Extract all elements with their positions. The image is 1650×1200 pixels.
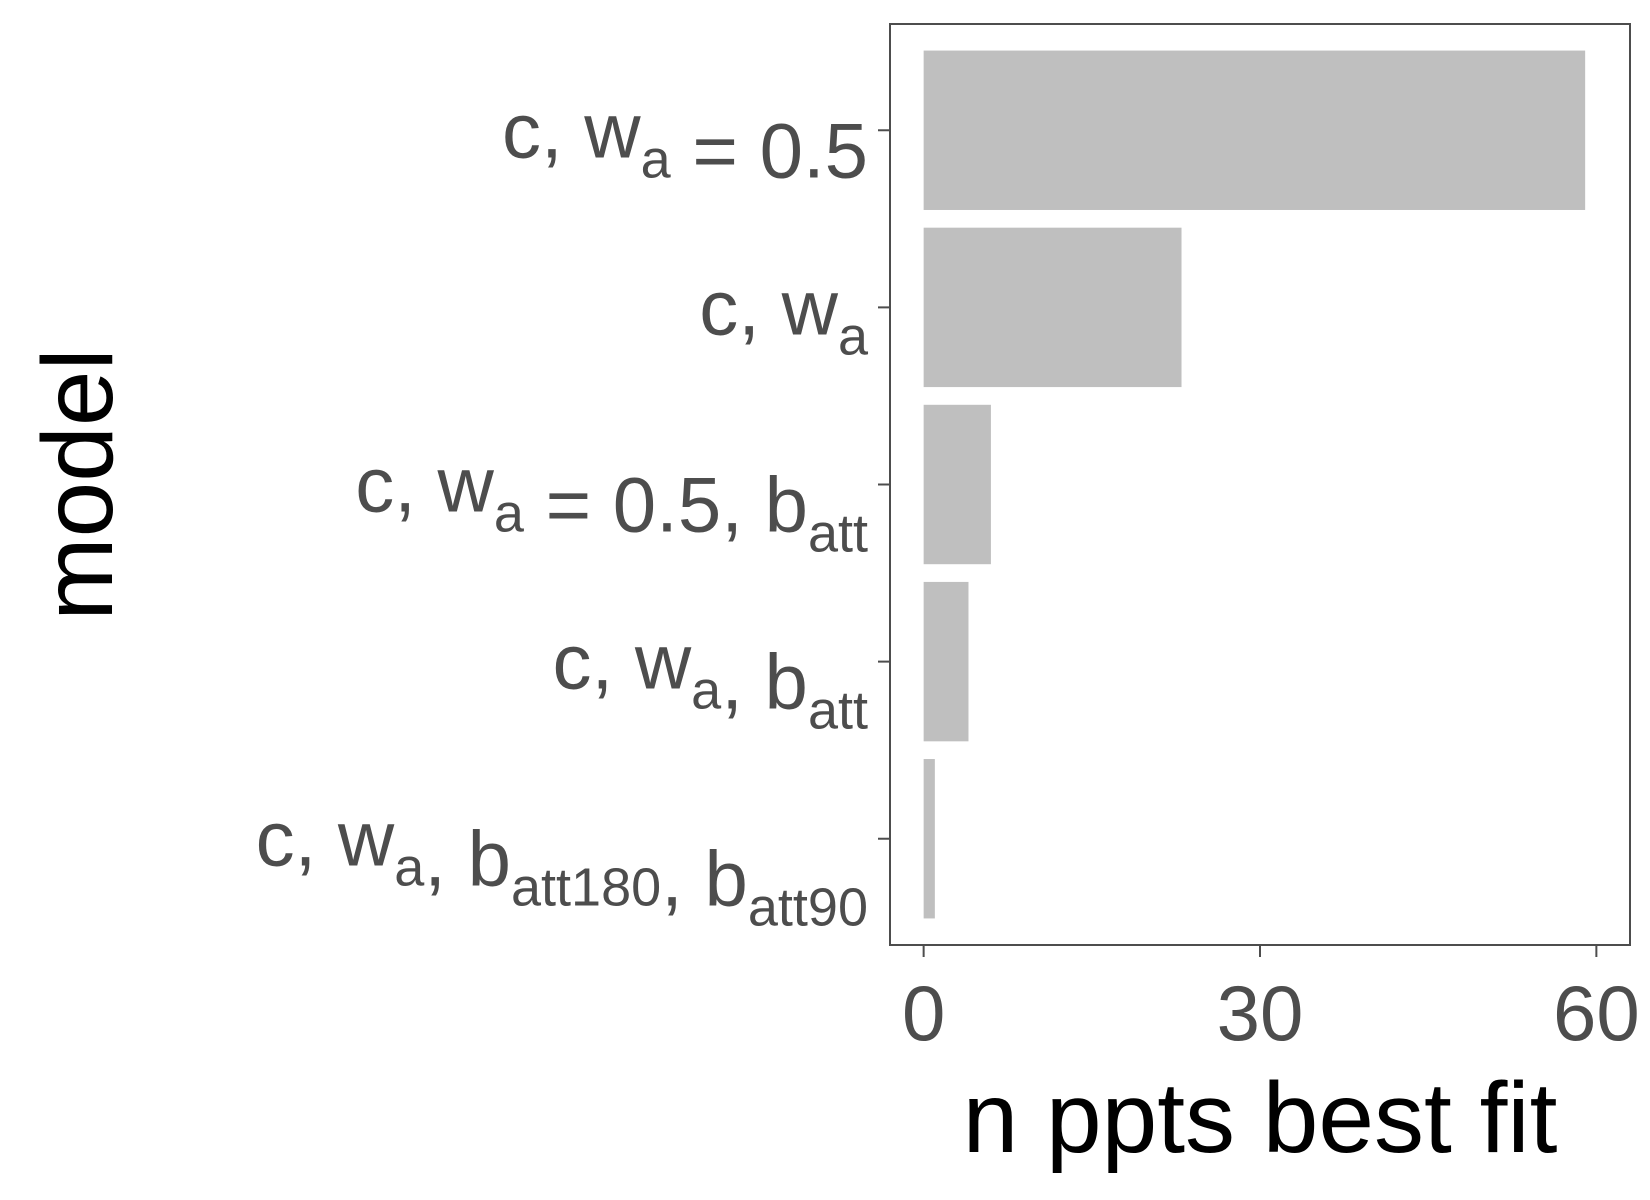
bar bbox=[923, 50, 1586, 210]
x-tick-label: 0 bbox=[902, 969, 945, 1057]
x-tick-label: 30 bbox=[1217, 969, 1304, 1057]
y-axis-title: model bbox=[22, 348, 134, 620]
y-tick-label: c, wa, batt180, batt90 bbox=[256, 795, 868, 938]
bar bbox=[923, 227, 1182, 388]
bar bbox=[923, 581, 969, 742]
y-tick-label: c, wa, batt bbox=[553, 618, 869, 741]
y-tick-label: c, wa bbox=[699, 263, 869, 366]
bars-group bbox=[923, 50, 1586, 919]
y-tick-label: c, wa = 0.5 bbox=[502, 86, 868, 194]
bar bbox=[923, 404, 991, 565]
y-tick-label: c, wa = 0.5, batt bbox=[355, 441, 868, 564]
x-tick-label: 60 bbox=[1553, 969, 1640, 1057]
x-axis-title: n ppts best fit bbox=[963, 1062, 1558, 1174]
x-ticks-group: 0 30 60 bbox=[902, 945, 1640, 1057]
y-ticks-group: c, wa = 0.5 c, wa c, wa = 0.5, batt c, wa, … bbox=[256, 86, 890, 938]
bar bbox=[923, 759, 935, 919]
